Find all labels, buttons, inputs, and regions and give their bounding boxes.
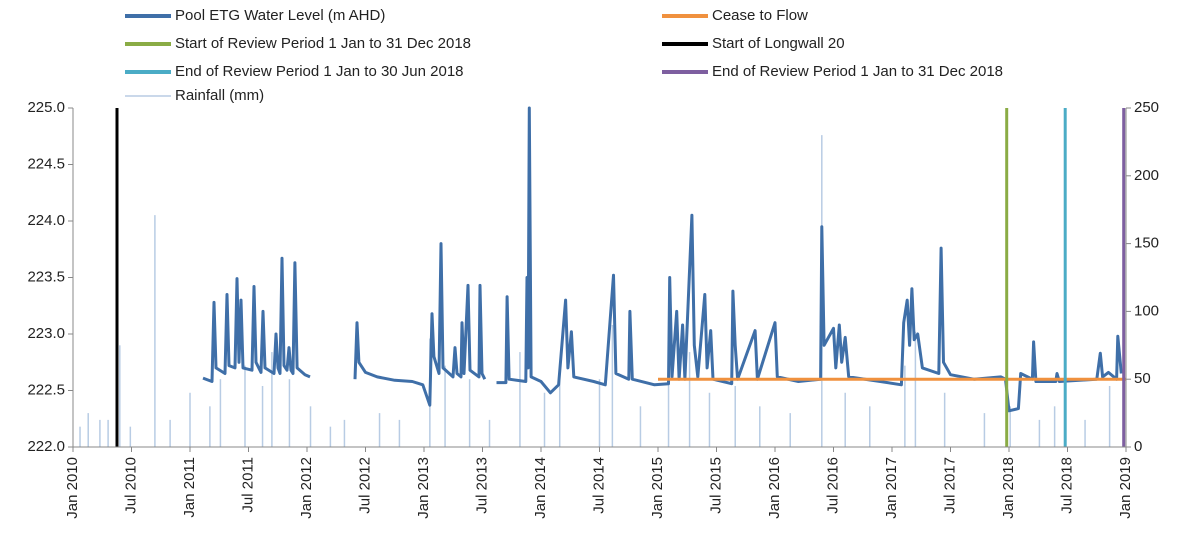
legend-label: End of Review Period 1 Jan to 31 Dec 201…	[712, 63, 1003, 80]
y-tick-label: 225.0	[27, 99, 65, 116]
x-tick-label: Jan 2010	[64, 457, 81, 519]
x-tick-label: Jul 2013	[473, 457, 490, 514]
x-tick-label: Jan 2013	[415, 457, 432, 519]
y2-tick-label: 100	[1134, 302, 1159, 319]
x-tick-label: Jan 2015	[649, 457, 666, 519]
y2-tick-label: 50	[1134, 370, 1151, 387]
series-line	[496, 106, 1123, 413]
legend-label: Pool ETG Water Level (m AHD)	[175, 7, 385, 24]
y2-tick-label: 0	[1134, 438, 1142, 455]
legend-label: Rainfall (mm)	[175, 87, 264, 104]
series-line	[202, 256, 311, 383]
y-tick-label: 223.0	[27, 325, 65, 342]
y-tick-label: 224.5	[27, 155, 65, 172]
x-tick-label: Jul 2015	[707, 457, 724, 514]
x-tick-label: Jan 2016	[766, 457, 783, 519]
x-tick-label: Jan 2017	[883, 457, 900, 519]
y-tick-label: 224.0	[27, 212, 65, 229]
x-tick-label: Jul 2017	[941, 457, 958, 514]
x-tick-label: Jul 2016	[824, 457, 841, 514]
x-tick-label: Jan 2012	[298, 457, 315, 519]
x-tick-label: Jul 2010	[122, 457, 139, 514]
y2-tick-label: 200	[1134, 167, 1159, 184]
legend-label: End of Review Period 1 Jan to 30 Jun 201…	[175, 63, 464, 80]
y-tick-label: 223.5	[27, 268, 65, 285]
y2-tick-label: 250	[1134, 99, 1159, 116]
x-tick-label: Jan 2019	[1117, 457, 1134, 519]
x-tick-label: Jan 2018	[1000, 457, 1017, 519]
y-tick-label: 222.0	[27, 438, 65, 455]
x-tick-label: Jul 2012	[356, 457, 373, 514]
legend-label: Start of Longwall 20	[712, 35, 845, 52]
x-tick-label: Jan 2011	[181, 457, 198, 518]
legend-label: Start of Review Period 1 Jan to 31 Dec 2…	[175, 35, 471, 52]
x-tick-label: Jul 2011	[239, 457, 256, 513]
x-tick-label: Jul 2014	[590, 457, 607, 514]
legend-label: Cease to Flow	[712, 7, 808, 24]
x-tick-label: Jan 2014	[532, 457, 549, 519]
y-tick-label: 222.5	[27, 381, 65, 398]
x-tick-label: Jul 2018	[1058, 457, 1075, 514]
y2-tick-label: 150	[1134, 235, 1159, 252]
series-line	[353, 242, 487, 407]
